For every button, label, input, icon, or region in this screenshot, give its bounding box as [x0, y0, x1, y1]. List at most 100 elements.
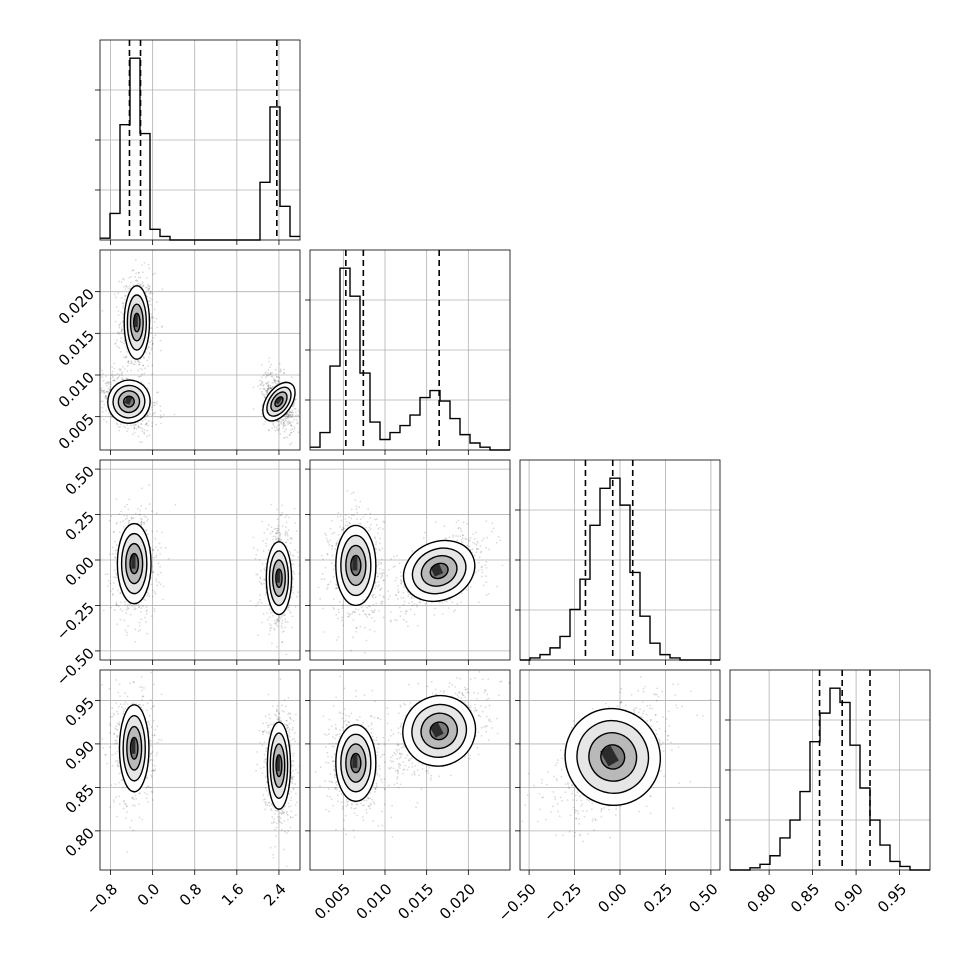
scatter-point: [275, 380, 278, 383]
scatter-point: [153, 404, 156, 407]
scatter-point: [132, 424, 135, 427]
scatter-point: [146, 295, 149, 298]
scatter-point: [138, 606, 140, 609]
scatter-point: [295, 414, 297, 417]
scatter-point: [145, 621, 147, 623]
scatter-point: [372, 596, 374, 599]
scatter-point: [403, 586, 405, 589]
scatter-point: [137, 276, 140, 279]
scatter-point: [278, 424, 281, 426]
scatter-point: [118, 772, 121, 775]
scatter-point: [370, 609, 373, 612]
scatter-point: [269, 608, 271, 610]
scatter-point: [266, 528, 269, 531]
scatter-point: [130, 281, 133, 284]
scatter-point: [289, 551, 292, 554]
scatter-point: [482, 584, 485, 587]
scatter-point: [368, 605, 370, 607]
scatter-point: [290, 424, 293, 427]
scatter-panel-0-2: [99, 459, 301, 661]
scatter-point: [256, 574, 259, 576]
scatter-point: [371, 611, 374, 614]
contour-1-1: [268, 550, 290, 607]
scatter-point: [118, 781, 120, 784]
scatter-point: [375, 571, 378, 573]
scatter-point: [150, 752, 152, 755]
scatter-point: [293, 407, 296, 410]
scatter-point: [139, 283, 142, 286]
scatter-point: [148, 353, 151, 356]
scatter-point: [126, 517, 129, 520]
scatter-point: [271, 423, 274, 425]
scatter-point: [109, 385, 112, 388]
scatter-point: [267, 384, 270, 387]
scatter-point: [140, 505, 143, 507]
scatter-point: [274, 532, 277, 535]
scatter-point: [123, 601, 126, 603]
scatter-point: [144, 351, 147, 354]
scatter-point: [259, 387, 262, 390]
scatter-point: [154, 728, 157, 731]
scatter-point: [283, 415, 286, 418]
scatter-point: [267, 388, 270, 391]
scatter-point: [147, 721, 149, 724]
scatter-point: [276, 646, 278, 648]
scatter-point: [122, 365, 124, 368]
scatter-point: [433, 614, 436, 616]
scatter-point: [109, 377, 112, 380]
scatter-point: [150, 303, 152, 306]
scatter-point: [142, 285, 145, 287]
scatter-point: [111, 588, 114, 590]
scatter-point: [326, 553, 329, 556]
scatter-point: [143, 261, 146, 264]
scatter-point: [106, 390, 109, 393]
scatter-point: [264, 566, 267, 569]
scatter-point: [404, 612, 407, 615]
scatter-point: [478, 556, 481, 559]
scatter-point: [141, 695, 144, 698]
scatter-point: [145, 422, 148, 424]
scatter-point: [149, 786, 152, 789]
scatter-point: [293, 403, 295, 406]
scatter-point: [113, 569, 116, 572]
scatter-point: [326, 586, 329, 589]
scatter-point: [153, 610, 156, 613]
scatter-point: [139, 284, 142, 287]
contour-1-3: [429, 562, 449, 580]
scatter-point: [275, 618, 278, 621]
scatter-point: [154, 538, 157, 540]
scatter-point: [129, 613, 132, 616]
scatter-point: [112, 592, 115, 595]
scatter-point: [149, 753, 152, 755]
scatter-point: [115, 544, 118, 547]
scatter-point: [120, 423, 122, 425]
scatter-point: [149, 300, 152, 303]
scatter-point: [140, 698, 143, 701]
scatter-point: [277, 380, 280, 383]
scatter-point: [104, 573, 107, 576]
scatter-point: [338, 600, 341, 603]
scatter-point: [456, 602, 459, 605]
scatter-point: [276, 527, 279, 530]
scatter-point: [365, 639, 368, 642]
scatter-point: [121, 301, 124, 304]
scatter-point: [322, 558, 324, 560]
scatter-point: [289, 611, 292, 614]
scatter-point: [286, 535, 289, 537]
scatter-point: [111, 373, 114, 375]
scatter-point: [383, 579, 385, 582]
scatter-point: [381, 602, 383, 605]
scatter-point: [122, 519, 124, 522]
scatter-point: [273, 619, 276, 622]
scatter-point: [281, 619, 284, 622]
scatter-point: [146, 520, 149, 522]
scatter-point: [107, 381, 110, 384]
scatter-point: [149, 291, 152, 293]
scatter-point: [382, 595, 385, 597]
scatter-point: [387, 598, 390, 600]
contour-0-0: [116, 522, 152, 605]
scatter-point: [266, 618, 269, 621]
scatter-point: [472, 533, 474, 536]
scatter-point: [288, 411, 291, 414]
scatter-point: [290, 431, 292, 434]
